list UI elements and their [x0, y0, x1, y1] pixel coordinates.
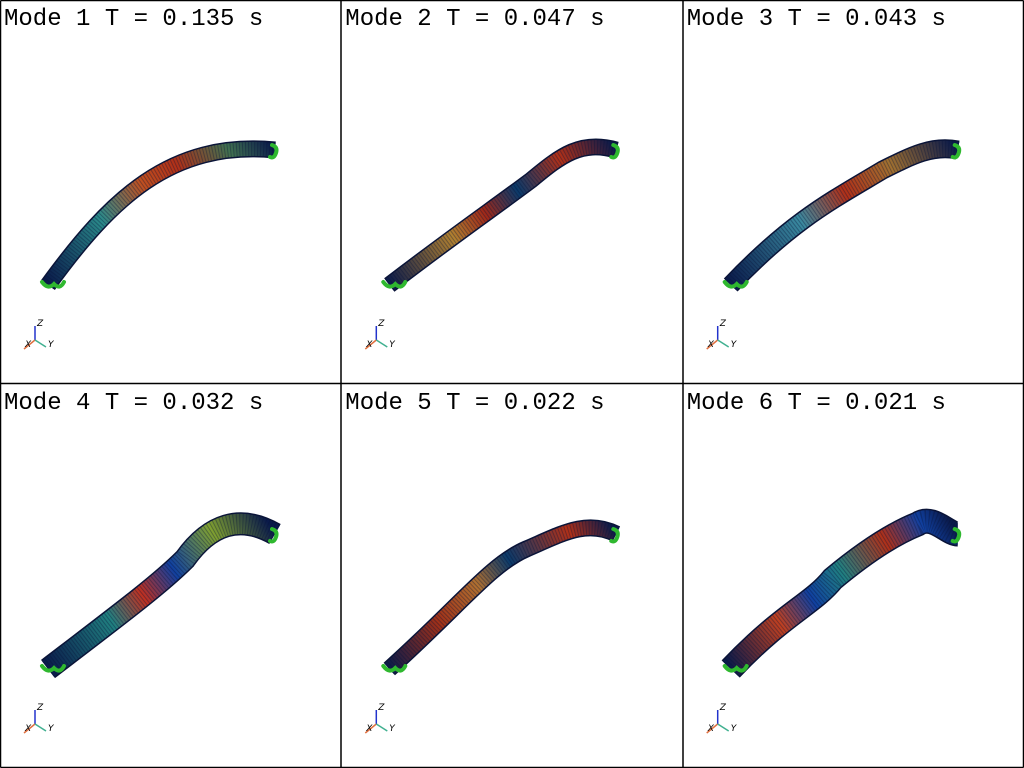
beam-surface [41, 513, 280, 677]
axis-y [717, 723, 730, 732]
axis-y [375, 723, 388, 732]
support [381, 280, 408, 289]
axis-y [375, 339, 388, 348]
beam-mesh [42, 141, 276, 290]
support [268, 143, 279, 160]
axis-label-x: X [707, 724, 715, 734]
axis-label-y: Y [48, 340, 55, 350]
axis-y [717, 339, 730, 348]
panel: Z X Y Mode 5 T = 0.022 s [345, 390, 621, 734]
beam-surface [384, 520, 620, 675]
axis-label-z: Z [377, 703, 385, 713]
beam-mesh [385, 139, 619, 291]
axis-label-y: Y [731, 724, 738, 734]
axis-label-x: X [24, 340, 32, 350]
support [609, 527, 620, 544]
support [268, 527, 279, 544]
axis-label-y: Y [731, 340, 738, 350]
panel-title: Mode 5 T = 0.022 s [345, 390, 604, 417]
support [722, 664, 749, 673]
panel: Z X Y Mode 6 T = 0.021 s [687, 390, 962, 734]
panel: Z X Y Mode 2 T = 0.047 s [345, 6, 620, 350]
support [950, 527, 962, 544]
axis-x [706, 339, 719, 350]
axis-label-x: X [24, 724, 32, 734]
support [381, 664, 408, 673]
axis-label-z: Z [719, 319, 727, 329]
support [950, 143, 962, 160]
support [609, 143, 620, 160]
panel-title: Mode 4 T = 0.032 s [4, 390, 263, 417]
beam-surface [722, 510, 960, 677]
axis-label-x: X [365, 340, 373, 350]
axis-label-z: Z [377, 319, 385, 329]
axis-label-y: Y [389, 340, 396, 350]
support [40, 664, 66, 673]
beam-mesh [384, 520, 620, 675]
panel: Z X Y Mode 4 T = 0.032 s [4, 390, 281, 734]
beam-surface [42, 141, 276, 290]
beam-mesh [41, 513, 280, 677]
panel-title: Mode 2 T = 0.047 s [345, 6, 604, 33]
axis-label-x: X [707, 340, 715, 350]
beam-mesh [722, 510, 960, 677]
panel-title: Mode 3 T = 0.043 s [687, 6, 946, 33]
panel-title: Mode 1 T = 0.135 s [4, 6, 263, 33]
axis-label-z: Z [719, 703, 727, 713]
axis-label-y: Y [389, 724, 396, 734]
beam-surface [385, 139, 619, 291]
support [722, 280, 749, 289]
panel: Z X Y Mode 3 T = 0.043 s [687, 6, 962, 350]
axis-label-y: Y [48, 724, 55, 734]
axis-y [34, 723, 47, 732]
axis-label-z: Z [36, 319, 44, 329]
axis-y [34, 339, 47, 348]
panel-title: Mode 6 T = 0.021 s [687, 390, 946, 417]
axis-x [23, 339, 36, 350]
axis-x [706, 723, 719, 734]
support [40, 280, 66, 289]
axis-x [364, 723, 377, 734]
beam-surface [724, 140, 960, 291]
axis-x [23, 723, 36, 734]
axis-x [364, 339, 377, 350]
axis-label-x: X [365, 724, 373, 734]
panel: Z X Y Mode 1 T = 0.135 s [4, 6, 279, 350]
axis-label-z: Z [36, 703, 44, 713]
